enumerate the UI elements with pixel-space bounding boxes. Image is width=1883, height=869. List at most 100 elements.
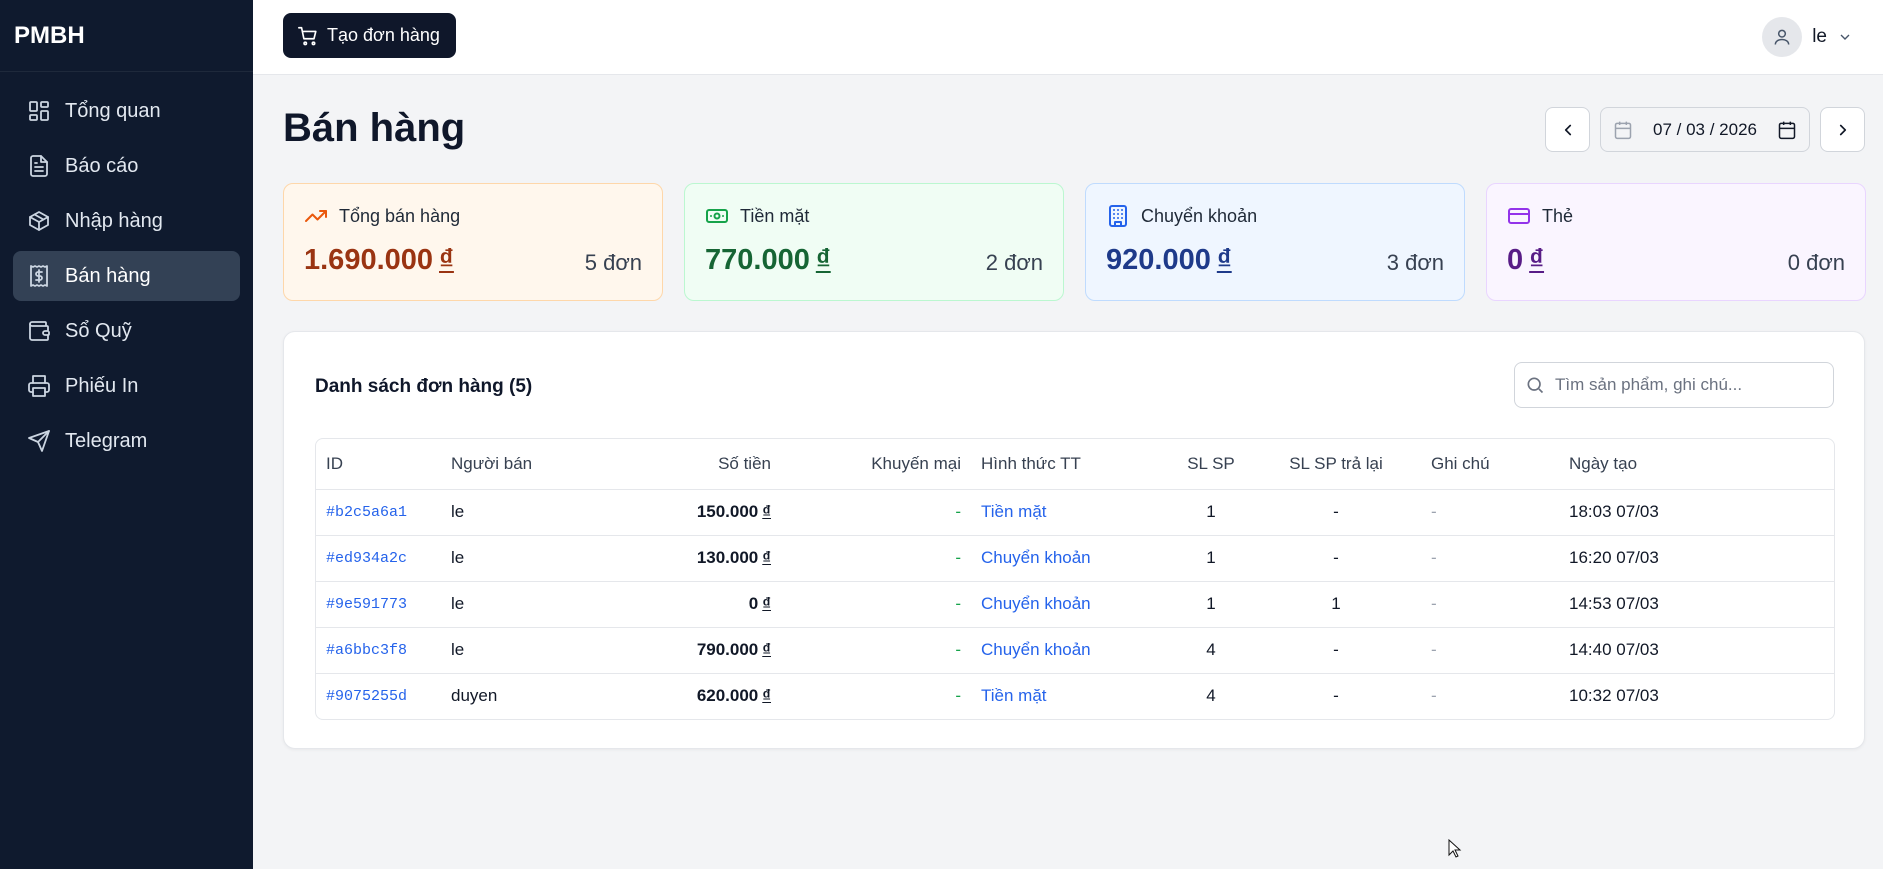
card-count: 3 đơn <box>1386 250 1444 275</box>
order-id[interactable]: #9075255d <box>326 687 408 705</box>
building-icon <box>1109 205 1127 227</box>
order-seller: le <box>441 627 591 674</box>
sidebar-item-label: Sổ Quỹ <box>65 319 132 342</box>
order-amount: 790.000 ₫ <box>591 627 781 674</box>
table-row[interactable]: #b2c5a6a1 le 150.000 ₫ - Tiền mặt 1 - - 1… <box>316 489 1834 536</box>
order-quantity: 4 <box>1171 627 1251 674</box>
col-promotion[interactable]: Khuyến mại <box>781 439 971 490</box>
dollar-receipt-icon <box>27 264 51 288</box>
orders-table: ID Người bán Số tiền Khuyến mại Hình thứ… <box>315 438 1835 720</box>
sidebar-item-label: Báo cáo <box>65 154 139 177</box>
col-quantity[interactable]: SL SP <box>1171 439 1251 490</box>
sidebar-item-label: Phiếu In <box>65 374 139 397</box>
order-note: - <box>1421 627 1559 674</box>
cart-icon <box>298 26 317 45</box>
banknote-icon <box>706 209 728 223</box>
sidebar-item-label: Telegram <box>65 429 148 452</box>
card-label: Chuyển khoản <box>1141 205 1258 226</box>
order-returned-quantity: 1 <box>1251 581 1421 628</box>
search-input[interactable] <box>1555 375 1825 395</box>
order-quantity: 1 <box>1171 535 1251 582</box>
sidebar-item-tong-quan[interactable]: Tổng quan <box>13 86 240 136</box>
col-note[interactable]: Ghi chú <box>1421 439 1559 490</box>
orders-title: Danh sách đơn hàng (5) <box>315 376 533 397</box>
table-row[interactable]: #9e591773 le 0 ₫ - Chuyển khoản 1 1 - 14:… <box>316 581 1834 628</box>
table-row[interactable]: #a6bbc3f8 le 790.000 ₫ - Chuyển khoản 4 -… <box>316 627 1834 674</box>
col-returned-quantity[interactable]: SL SP trả lại <box>1251 439 1421 490</box>
order-quantity: 4 <box>1206 686 1216 706</box>
order-promotion: - <box>955 686 961 706</box>
sidebar-item-ban-hang[interactable]: Bán hàng <box>13 251 240 301</box>
card-label: Thẻ <box>1542 205 1574 226</box>
order-promotion: - <box>781 581 971 628</box>
sidebar-item-label: Bán hàng <box>65 264 151 287</box>
col-amount[interactable]: Số tiền <box>591 439 781 490</box>
order-seller: le <box>441 489 591 536</box>
create-order-button[interactable]: Tạo đơn hàng <box>283 13 456 58</box>
order-created-at: 16:20 07/03 <box>1559 535 1834 582</box>
card-count: 5 đơn <box>584 250 642 275</box>
order-seller: le <box>441 581 591 628</box>
order-payment-method[interactable]: Chuyển khoản <box>971 581 1171 628</box>
order-id[interactable]: #a6bbc3f8 <box>316 627 441 674</box>
create-order-label: Tạo đơn hàng <box>327 25 440 45</box>
order-amount: 150.000 ₫ <box>591 489 781 536</box>
card-card-payment: Thẻ 0 ₫ 0 đơn <box>1486 183 1866 301</box>
table-row[interactable]: #ed934a2c le 130.000 ₫ - Chuyển khoản 1 -… <box>316 535 1834 582</box>
col-payment-method[interactable]: Hình thức TT <box>971 439 1171 490</box>
card-amount: 920.000 ₫ <box>1106 244 1232 276</box>
table-row[interactable]: #9075255d duyen 620.000 ₫ - Tiền mặt 4 - … <box>316 673 1834 719</box>
order-quantity: 1 <box>1171 581 1251 628</box>
order-amount: 620.000 ₫ <box>696 686 771 706</box>
next-day-button[interactable] <box>1820 107 1865 152</box>
date-picker-field[interactable]: 07 / 03 / 2026 <box>1600 107 1810 152</box>
mouse-cursor-icon <box>1448 839 1462 858</box>
search-box[interactable] <box>1514 362 1834 408</box>
calendar-picker-icon[interactable] <box>1777 120 1797 140</box>
order-id[interactable]: #9e591773 <box>316 581 441 628</box>
trending-up-icon <box>305 210 327 222</box>
order-returned-quantity: - <box>1251 535 1421 582</box>
sidebar-item-so-quy[interactable]: Sổ Quỹ <box>13 306 240 356</box>
order-payment-method[interactable]: Chuyển khoản <box>971 627 1171 674</box>
wallet-icon <box>27 319 51 343</box>
user-icon <box>1774 29 1790 45</box>
order-created-at: 14:40 07/03 <box>1559 627 1834 674</box>
credit-card-icon <box>1508 208 1530 224</box>
order-payment-method[interactable]: Chuyển khoản <box>971 535 1171 582</box>
sidebar-item-label: Tổng quan <box>65 99 161 122</box>
previous-day-button[interactable] <box>1545 107 1590 152</box>
sidebar-item-phieu-in[interactable]: Phiếu In <box>13 361 240 411</box>
order-payment-method[interactable]: Tiền mặt <box>981 686 1047 706</box>
brand-logo[interactable]: PMBH <box>0 0 253 72</box>
col-seller[interactable]: Người bán <box>441 439 591 490</box>
calendar-icon <box>1614 121 1632 139</box>
order-amount: 0 ₫ <box>591 581 781 628</box>
sidebar-item-telegram[interactable]: Telegram <box>13 416 240 466</box>
card-label: Tiền mặt <box>740 205 810 226</box>
table-header-row: ID Người bán Số tiền Khuyến mại Hình thứ… <box>316 439 1834 490</box>
sidebar-nav: Tổng quan Báo cáo Nhập hàng Bán hàng Sổ … <box>0 72 253 485</box>
order-promotion: - <box>781 489 971 536</box>
chevron-right-icon <box>1839 124 1846 135</box>
order-seller: duyen <box>451 686 498 706</box>
card-amount: 1.690.000 ₫ <box>304 244 454 276</box>
chevron-down-icon <box>1840 34 1850 40</box>
user-menu[interactable]: le <box>1762 17 1853 57</box>
summary-cards: Tổng bán hàng 1.690.000 ₫ 5 đơn Tiền mặt … <box>283 183 1866 301</box>
order-promotion: - <box>781 627 971 674</box>
order-id[interactable]: #ed934a2c <box>316 535 441 582</box>
package-icon <box>27 209 51 233</box>
sidebar-item-nhap-hang[interactable]: Nhập hàng <box>13 196 240 246</box>
sidebar-item-bao-cao[interactable]: Báo cáo <box>13 141 240 191</box>
col-created-at[interactable]: Ngày tạo <box>1559 439 1834 490</box>
chevron-left-icon <box>1564 124 1571 135</box>
card-label: Tổng bán hàng <box>339 205 461 226</box>
order-id[interactable]: #b2c5a6a1 <box>316 489 441 536</box>
order-returned-quantity: - <box>1333 686 1339 706</box>
card-amount: 770.000 ₫ <box>705 244 831 276</box>
order-promotion: - <box>781 535 971 582</box>
order-payment-method[interactable]: Tiền mặt <box>971 489 1171 536</box>
col-id[interactable]: ID <box>316 439 441 490</box>
order-returned-quantity: - <box>1251 489 1421 536</box>
